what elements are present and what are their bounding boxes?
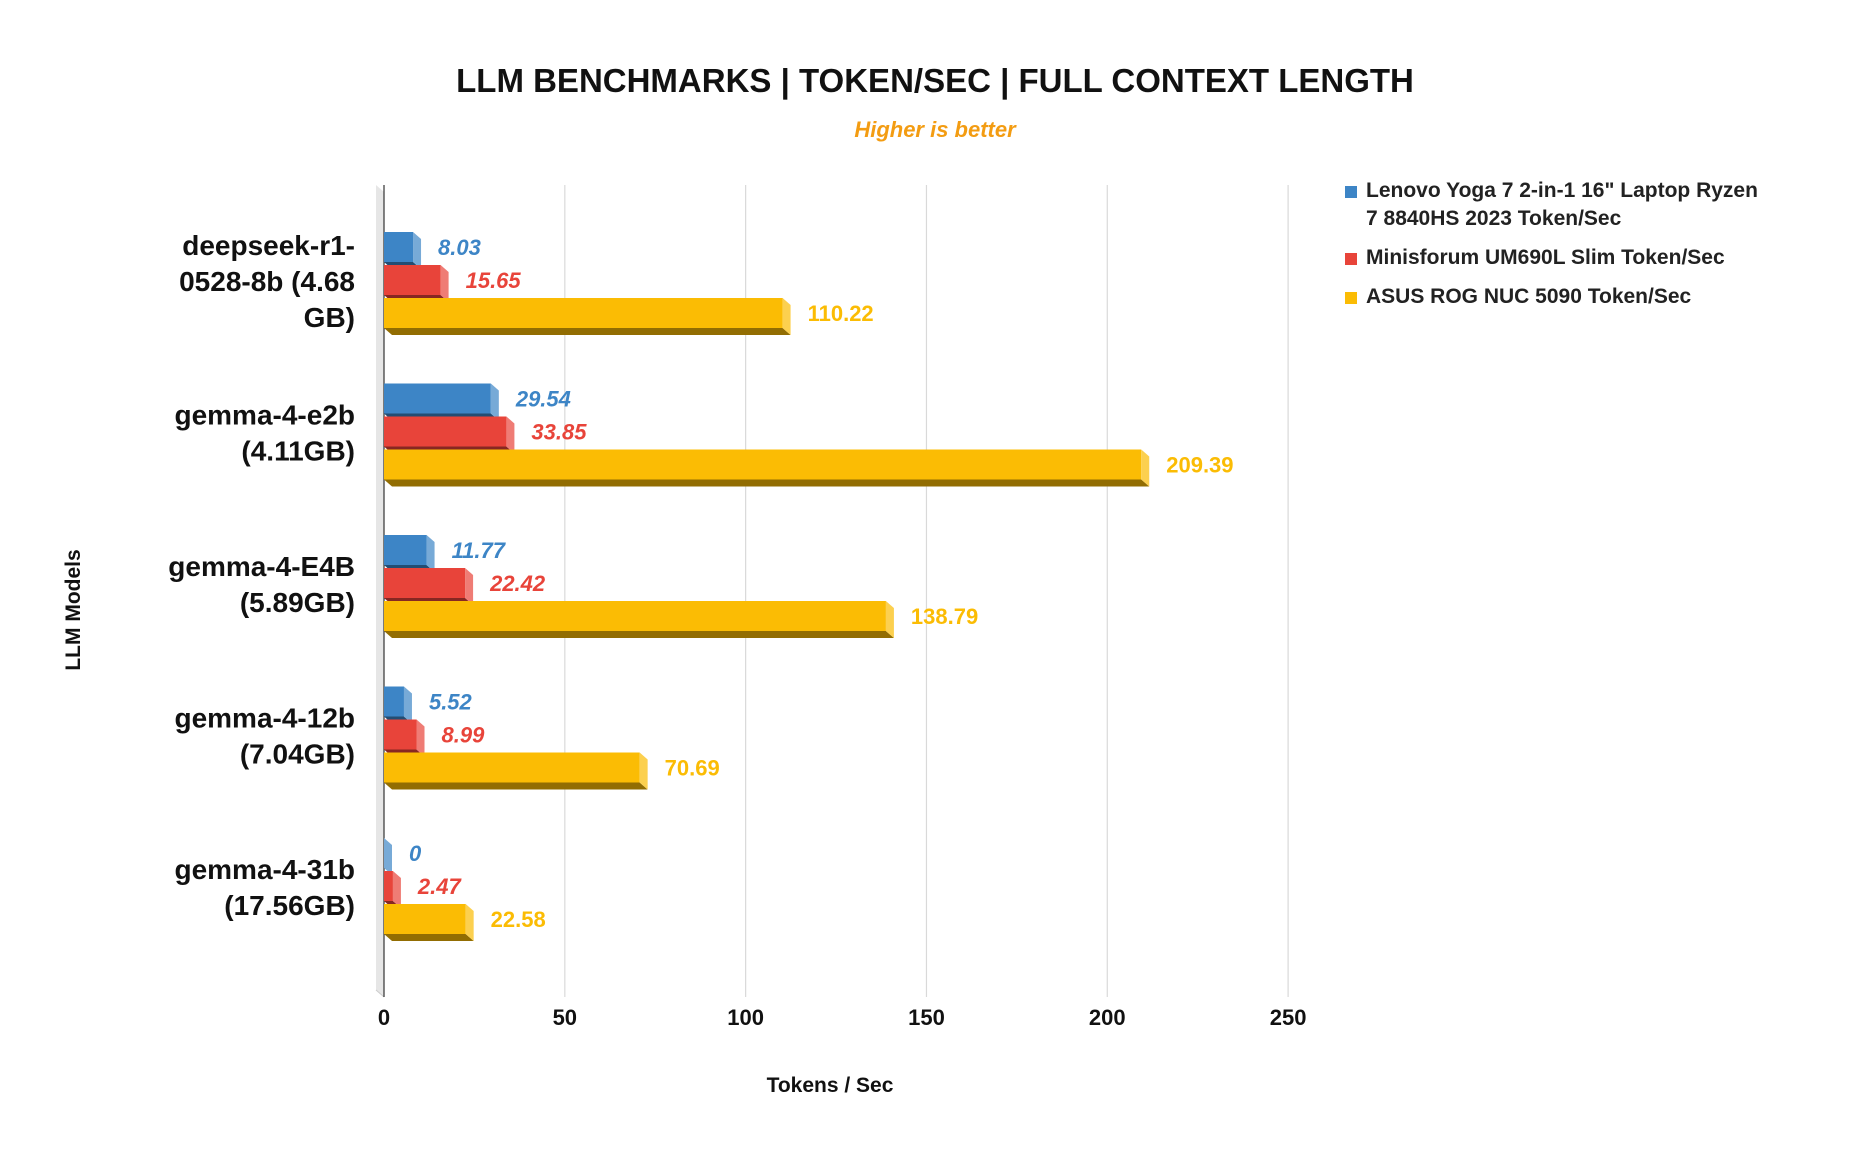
x-tick-label: 0 [378,1005,390,1030]
bar [384,904,474,941]
bar [384,416,515,454]
plot-side-wall [376,185,384,997]
x-tick-label: 250 [1270,1005,1307,1030]
y-axis-title: LLM Models [62,549,85,670]
bar [384,752,648,790]
data-label: 33.85 [531,420,587,445]
bar [384,838,392,875]
category-label: gemma-4-E4B (5.89GB) [168,551,355,618]
x-tick-label: 150 [908,1005,945,1030]
data-label: 2.47 [417,874,463,899]
data-label: 15.65 [466,268,522,293]
bar-end-face [1141,449,1150,487]
data-label: 22.42 [489,571,546,596]
bar-front-face [384,232,414,262]
bar-bottom-face [384,631,894,638]
bar-end-face [885,601,894,638]
data-label: 209.39 [1166,453,1233,478]
bar [384,686,412,724]
bar-front-face [384,686,404,717]
bar-bottom-face [384,328,791,335]
bar [384,535,435,572]
bar-end-face [392,871,401,908]
data-label: 11.77 [452,538,507,563]
plot-floor-edge [375,989,385,998]
chart-title: LLM BENCHMARKS | TOKEN/SEC | FULL CONTEX… [456,62,1414,99]
data-label: 29.54 [515,387,571,412]
chart-subtitle: Higher is better [854,117,1017,142]
bar-front-face [384,449,1142,480]
bar-end-face [782,298,791,335]
data-label: 8.99 [442,723,486,748]
bar [384,568,474,605]
bar-end-face [416,719,425,757]
bar-front-face [384,298,783,328]
bar-front-face [384,904,466,934]
data-label: 8.03 [438,235,481,260]
bar [384,265,449,302]
bar [384,449,1150,487]
legend-swatch [1345,292,1357,304]
legend-swatch [1345,186,1357,198]
bar-bottom-face [384,934,474,941]
bar-front-face [384,752,640,783]
legend-item: Minisforum UM690L Slim Token/Sec [1345,246,1725,269]
bar-end-face [403,686,412,724]
bar-front-face [384,383,491,414]
bar-bottom-face [384,782,648,790]
bars [384,232,1150,941]
bar-end-face [639,752,648,790]
plot-background [375,185,385,998]
data-label: 5.52 [429,690,473,715]
bar-front-face [384,871,393,901]
legend-item: ASUS ROG NUC 5090 Token/Sec [1345,285,1692,308]
bar-end-face [440,265,449,302]
legend-swatch [1345,253,1357,265]
x-tick-label: 50 [553,1005,577,1030]
x-tick-labels: 0 50 100 150 200 250 [378,1005,1307,1030]
bar-front-face [384,416,507,447]
bar-bottom-face [384,479,1150,487]
bar-front-face [384,535,427,565]
data-label: 22.58 [491,907,546,932]
category-labels: deepseek-r1-0528-8b (4.68 GB) gemma-4-e2b(… [168,230,355,921]
data-labels: 8.03 15.65 110.22 29.54 33.85 209.39 11.77 22.4… [409,235,1234,932]
data-label: 0 [409,841,422,866]
category-label: deepseek-r1-0528-8b (4.68 GB) [179,230,355,333]
bar [384,601,894,638]
x-tick-label: 200 [1089,1005,1126,1030]
bar-front-face [384,265,441,295]
category-label: gemma-4-e2b (4.11GB) [174,400,355,467]
bar-end-face [490,383,499,421]
bar-end-face [413,232,422,269]
bar-end-face [506,416,515,454]
bar [384,232,422,269]
legend-label: Lenovo Yoga 7 2-in-1 16" Laptop Ryzen 7 8… [1366,179,1758,230]
bar-front-face [384,601,886,631]
bar-end-face [465,904,474,941]
bar-end-face [384,838,392,875]
bar [384,383,499,421]
bar-end-face [465,568,474,605]
legend: Lenovo Yoga 7 2-in-1 16" Laptop Ryzen 7 8… [1345,179,1758,308]
legend-label: Minisforum UM690L Slim Token/Sec [1366,246,1725,269]
legend-item: Lenovo Yoga 7 2-in-1 16" Laptop Ryzen 7 8… [1345,179,1758,230]
x-axis-title: Tokens / Sec [767,1074,894,1097]
data-label: 110.22 [808,301,874,326]
bar [384,719,425,757]
bar-front-face [384,568,466,598]
bar [384,871,401,908]
legend-label: ASUS ROG NUC 5090 Token/Sec [1366,285,1692,308]
bar [384,298,791,335]
bar-end-face [426,535,435,572]
bar-front-face [384,719,417,750]
data-label: 70.69 [665,756,720,781]
category-label: gemma-4-31b (17.56GB) [174,854,355,921]
category-label: gemma-4-12b (7.04GB) [174,703,355,770]
data-label: 138.79 [911,604,978,629]
x-tick-label: 100 [727,1005,764,1030]
